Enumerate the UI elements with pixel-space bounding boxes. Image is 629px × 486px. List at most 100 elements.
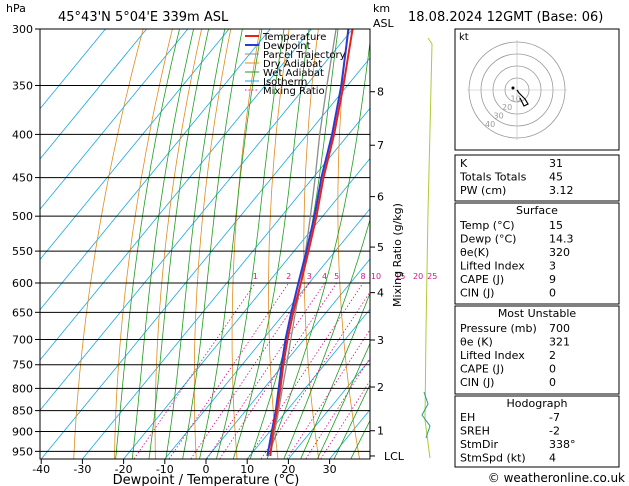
pressure-tick-label: 350 [12,79,33,92]
hodograph-ring-label: 40 [485,120,495,129]
storm-motion-marker [511,86,515,90]
mixing-ratio-axis-title: Mixing Ratio (g/kg) [391,203,404,307]
most-unstable-row-value: 321 [549,336,570,349]
wet-adiabat-line [283,218,370,459]
surface-row-value: 0 [549,287,556,300]
dry-adiabat-line [73,29,144,459]
wet-adiabat-line [115,29,180,459]
wind-profile-lower-line [421,391,431,439]
surface-row-label: θe(K) [460,246,489,259]
mixing-ratio-label: 4 [322,272,327,281]
isotherm-line [246,308,370,459]
isotherm-line [40,29,147,160]
wet-adiabat-line [182,29,243,459]
mixing-ratio-line [168,282,290,459]
isotherm-line [82,107,370,459]
mixing-ratio-line [133,282,256,459]
isotherm-line [288,358,370,459]
pressure-tick-label: 500 [12,210,33,223]
hodograph-table-row-label: StmSpd (kt) [460,452,526,465]
lcl-label: LCL [384,450,405,463]
height-tick-label: 5 [377,241,384,254]
pressure-unit-label: hPa [6,2,26,15]
surface-row-value: 9 [549,273,556,286]
height-tick-label: 2 [377,381,384,394]
wet-adiabat-line [165,29,226,459]
dry-adiabat-line [268,29,290,459]
dewpoint-line [266,29,350,457]
hodograph-ring-label: 30 [494,111,504,120]
wet-adiabat-line [148,29,210,459]
hodograph-table-row-label: SREH [460,425,490,438]
dry-adiabat-line [114,29,173,459]
indices-box [454,154,620,202]
legend-label: Dry Adiabat [263,59,322,70]
dry-adiabat-line [303,29,320,459]
wet-adiabat-line [131,29,195,459]
isotherm-line [205,258,370,459]
legend-label: Mixing Ratio [263,86,325,97]
pressure-tick-label: 750 [12,359,33,372]
indices-row-value: 3.12 [549,184,574,197]
dry-adiabat-line [154,29,202,459]
indices-row-label: PW (cm) [460,184,506,197]
most-unstable-row-value: 0 [549,363,556,376]
profile-lines [266,29,354,457]
hodograph-table-box [454,395,620,468]
pressure-tick-label: 700 [12,333,33,346]
isotherm-line [123,157,370,459]
hodograph-ring-label: 20 [502,103,512,112]
pressure-tick-label: 800 [12,382,33,395]
index-tables: K 31 Totals Totals 45 PW (cm) 3.12 SurfaceTemp… [454,154,620,468]
pressure-tick-label: 850 [12,405,33,418]
wet-adiabat-line [215,29,285,459]
temp-tick-label: -10 [156,463,174,476]
surface-row-label: CIN (J) [460,287,494,300]
hodograph-table-row-value: -2 [549,425,560,438]
surface-row-value: 320 [549,246,570,259]
hodograph-table-row-value: 338° [549,438,576,451]
temp-tick-label: -30 [73,463,91,476]
pressure-tick-label: 950 [12,445,33,458]
wet-adiabat-line [199,29,263,459]
most-unstable-row-label: CIN (J) [460,376,494,389]
height-tick-label: 1 [377,425,384,438]
isotherm-line [40,29,353,411]
surface-title: Surface [516,204,558,217]
hodograph-ring-label: 10 [511,94,521,103]
temp-tick-label: 0 [203,463,210,476]
dry-adiabat-line [337,29,360,459]
mixing-ratio-line [190,282,310,459]
height-tick-label: 7 [377,139,384,152]
indices-row-label: Totals Totals [459,171,527,184]
isotherm-line [40,29,106,110]
mixing-ratio-label: 25 [427,272,437,281]
isotherm-line [40,29,312,361]
surface-row-value: 3 [549,260,556,273]
indices-row-value: 45 [549,171,563,184]
axes: 1 2 3 4 5 8 10 15 20 2530035040045050055060065070… [12,23,437,476]
most-unstable-row-value: 0 [549,376,556,389]
hodograph-table-row-value: 4 [549,452,556,465]
mixing-ratio-line [219,282,337,459]
legend-label: Isotherm [263,77,307,88]
mixing-ratio-line [305,357,370,459]
pressure-tick-label: 550 [12,245,33,258]
hodograph-unit: kt [459,32,469,43]
height-tick-label: 4 [377,287,384,300]
plot-frame [39,28,371,460]
dry-adiabat-line [403,29,441,459]
mixing-ratio-label: 8 [360,272,365,281]
isotherm-line [164,208,370,459]
pressure-tick-label: 300 [12,23,33,36]
wet-adiabat-line [232,29,310,459]
hodograph-frame [454,28,620,151]
pressure-tick-label: 400 [12,128,33,141]
indices-row-label: K [460,157,468,170]
surface-row-label: Temp (°C) [459,219,515,232]
most-unstable-row-label: θe (K) [460,336,493,349]
